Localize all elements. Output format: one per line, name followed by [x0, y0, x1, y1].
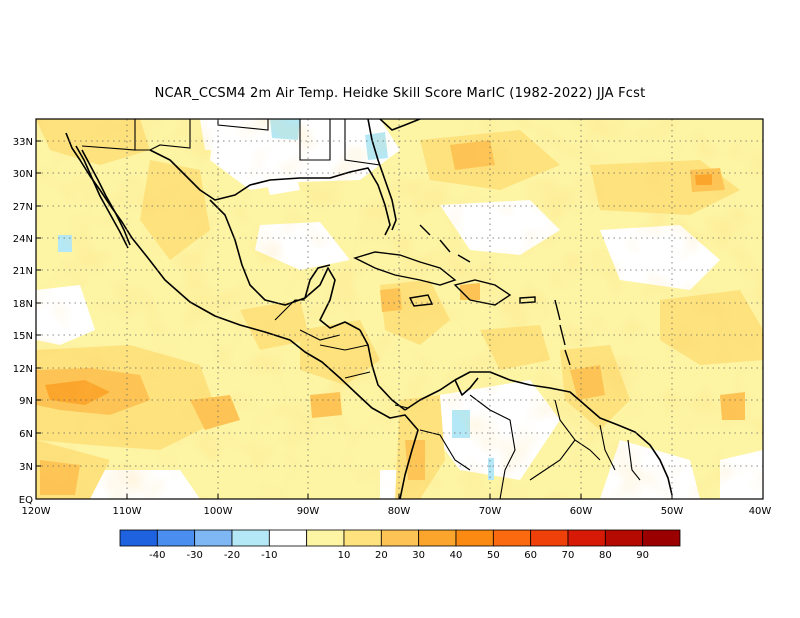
- lon-label-110w: 110W: [113, 506, 142, 517]
- lat-label-6n: 6N: [19, 429, 33, 440]
- colorbar-swatch: [306, 529, 345, 547]
- lon-label-90w: 90W: [297, 506, 320, 517]
- lat-label-3n: 3N: [19, 462, 33, 473]
- colorbar-label: -40: [149, 550, 165, 561]
- longitude-labels: 120W 110W 100W 90W 80W 70W 60W 50W 40W: [22, 506, 772, 517]
- lon-label-80w: 80W: [388, 506, 411, 517]
- lat-label-15n: 15N: [13, 331, 33, 342]
- colorbar-label: 70: [562, 550, 575, 561]
- colorbar-swatch: [119, 529, 158, 547]
- colorbar-swatch: [492, 529, 532, 547]
- lon-label-120w: 120W: [22, 506, 51, 517]
- colorbar-label: 30: [412, 550, 425, 561]
- colorbar: -40 -30 -20 -10 10 20 30 40 50 60 70 80 90: [119, 529, 681, 561]
- coastlines: [65, 119, 673, 499]
- colorbar-label: -20: [224, 550, 240, 561]
- colorbar-label: 20: [375, 550, 388, 561]
- lon-label-40w: 40W: [749, 506, 772, 517]
- field-texture: [36, 119, 763, 499]
- map-title: NCAR_CCSM4 2m Air Temp. Heidke Skill Sco…: [154, 86, 646, 101]
- lat-label-27n: 27N: [13, 202, 33, 213]
- lat-label-33n: 33N: [13, 137, 33, 148]
- lat-label-21n: 21N: [13, 266, 33, 277]
- lat-label-18n: 18N: [13, 299, 33, 310]
- caribbean-islands: [353, 224, 571, 366]
- colorbar-label: 90: [636, 550, 649, 561]
- colorbar-label: 10: [338, 550, 351, 561]
- latitude-labels: 33N 30N 27N 24N 21N 18N 15N 12N 9N 6N 3N…: [13, 137, 33, 506]
- lat-label-eq: EQ: [19, 495, 33, 506]
- colorbar-label: 60: [524, 550, 537, 561]
- graticule: [36, 119, 763, 499]
- colorbar-swatch: [268, 529, 308, 547]
- colorbar-swatch: [194, 529, 233, 547]
- lon-label-60w: 60W: [570, 506, 593, 517]
- lon-label-50w: 50W: [661, 506, 684, 517]
- lon-label-70w: 70W: [479, 506, 502, 517]
- lat-label-12n: 12N: [13, 364, 33, 375]
- colorbar-label: 40: [450, 550, 463, 561]
- colorbar-swatch: [604, 529, 644, 547]
- map-area: [36, 119, 763, 499]
- colorbar-swatch: [156, 529, 196, 547]
- colorbar-label: 80: [599, 550, 612, 561]
- lat-label-9n: 9N: [19, 396, 33, 407]
- colorbar-swatch: [418, 529, 457, 547]
- colorbar-swatch: [380, 529, 420, 547]
- colorbar-label: -10: [261, 550, 277, 561]
- colorbar-swatch: [231, 529, 270, 547]
- colorbar-swatch: [642, 529, 681, 547]
- colorbar-label: 50: [487, 550, 500, 561]
- colorbar-swatch: [567, 529, 606, 547]
- colorbar-swatch: [530, 529, 569, 547]
- axis-ticks: [36, 140, 673, 499]
- lat-label-30n: 30N: [13, 169, 33, 180]
- colorbar-label: -30: [186, 550, 202, 561]
- country-borders: [81, 119, 641, 499]
- lon-label-100w: 100W: [204, 506, 233, 517]
- lat-label-24n: 24N: [13, 234, 33, 245]
- colorbar-swatch: [343, 529, 382, 547]
- colorbar-swatch: [455, 529, 494, 547]
